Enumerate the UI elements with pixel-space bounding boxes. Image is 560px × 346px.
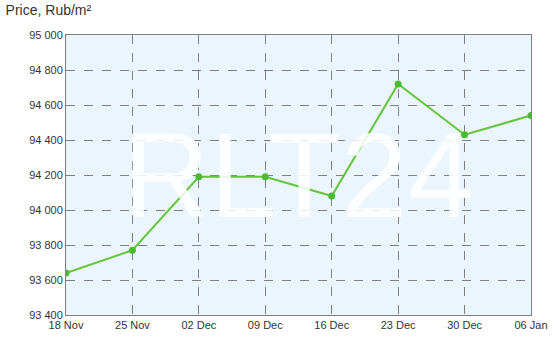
- svg-text:06 Jan: 06 Jan: [514, 319, 547, 331]
- svg-text:18 Nov: 18 Nov: [49, 319, 84, 331]
- svg-text:30 Dec: 30 Dec: [447, 319, 482, 331]
- svg-text:02 Dec: 02 Dec: [181, 319, 216, 331]
- svg-text:94 200: 94 200: [29, 169, 63, 181]
- svg-text:93 800: 93 800: [29, 239, 63, 251]
- svg-text:94 800: 94 800: [29, 64, 63, 76]
- svg-text:Price, Rub/m²: Price, Rub/m²: [6, 2, 92, 18]
- svg-text:RLT24: RLT24: [123, 108, 474, 242]
- svg-text:09 Dec: 09 Dec: [248, 319, 283, 331]
- svg-text:93 600: 93 600: [29, 274, 63, 286]
- svg-text:25 Nov: 25 Nov: [115, 319, 150, 331]
- svg-text:94 400: 94 400: [29, 134, 63, 146]
- svg-text:23 Dec: 23 Dec: [381, 319, 416, 331]
- svg-text:95 000: 95 000: [29, 29, 63, 41]
- svg-text:16 Dec: 16 Dec: [314, 319, 349, 331]
- svg-text:94 000: 94 000: [29, 204, 63, 216]
- svg-text:94 600: 94 600: [29, 99, 63, 111]
- svg-text:93 400: 93 400: [29, 309, 63, 321]
